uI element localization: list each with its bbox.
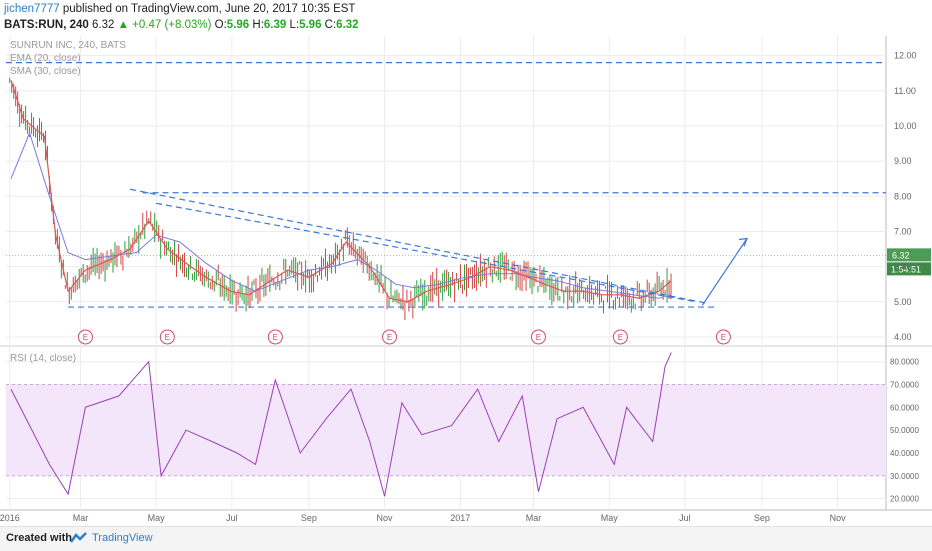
tradingview-link[interactable]: TradingView bbox=[92, 532, 153, 544]
footer-bar: Created with TradingView bbox=[0, 526, 932, 551]
price-tick-label: 5.00 bbox=[894, 297, 912, 307]
open-value: 5.96 bbox=[226, 19, 250, 31]
earnings-marker[interactable] bbox=[382, 329, 398, 345]
countdown-tag-label: 1:54:51 bbox=[891, 264, 921, 274]
earnings-marker[interactable] bbox=[159, 329, 175, 345]
time-tick-label: Jul bbox=[226, 513, 238, 523]
last-price-tag-label: 6.32 bbox=[892, 250, 910, 260]
price-tick-label: 10.00 bbox=[894, 121, 917, 131]
symbol-label: BATS:RUN, 240 bbox=[4, 19, 89, 31]
price-tick-label: 8.00 bbox=[894, 191, 912, 201]
trendline[interactable] bbox=[156, 202, 697, 303]
price-tick-label: 12.00 bbox=[894, 51, 917, 61]
price-pane-title: SUNRUN INC, 240, BATS bbox=[10, 40, 126, 51]
countdown-tag bbox=[887, 262, 931, 276]
earnings-marker-label: E bbox=[165, 333, 170, 342]
close-value: 6.32 bbox=[336, 19, 359, 31]
publish-line: jichen7777 published on TradingView.com,… bbox=[4, 1, 924, 17]
rsi-line bbox=[10, 352, 672, 497]
sma-legend: SMA (30, close) bbox=[10, 66, 81, 77]
rsi-pane-title: RSI (14, close) bbox=[10, 353, 76, 364]
time-tick-label: Nov bbox=[830, 513, 847, 523]
earnings-marker[interactable] bbox=[715, 329, 731, 345]
time-tick-label: May bbox=[148, 513, 166, 523]
earnings-marker-label: E bbox=[387, 333, 392, 342]
price-tick-label: 7.00 bbox=[894, 226, 912, 236]
rsi-tick-label: 40.0000 bbox=[890, 449, 919, 458]
time-tick-label: Sep bbox=[301, 513, 317, 523]
time-tick-label: 2017 bbox=[450, 513, 470, 523]
rsi-tick-label: 20.0000 bbox=[890, 495, 919, 504]
trendline[interactable] bbox=[701, 238, 748, 306]
rsi-tick-label: 70.0000 bbox=[890, 381, 919, 390]
author-link[interactable]: jichen7777 bbox=[4, 3, 60, 15]
time-tick-label: Nov bbox=[377, 513, 394, 523]
earnings-marker-label: E bbox=[618, 333, 623, 342]
rsi-tick-label: 30.0000 bbox=[890, 472, 919, 481]
last-price-tag bbox=[887, 248, 931, 262]
created-with-label: Created with bbox=[6, 532, 73, 544]
rsi-band bbox=[6, 384, 886, 476]
rsi-tick-label: 80.0000 bbox=[890, 358, 919, 367]
ema-legend: EMA (20, close) bbox=[10, 53, 81, 64]
earnings-marker-label: E bbox=[83, 333, 88, 342]
time-tick-label: May bbox=[601, 513, 619, 523]
earnings-marker-label: E bbox=[721, 333, 726, 342]
low-label: L: bbox=[289, 19, 300, 31]
earnings-marker-label: E bbox=[536, 333, 541, 342]
publish-info: published on TradingView.com, June 20, 2… bbox=[62, 3, 356, 15]
price-tick-label: 9.00 bbox=[894, 156, 912, 166]
chart-header: jichen7777 published on TradingView.com,… bbox=[4, 1, 924, 35]
arrow-head-icon bbox=[738, 237, 748, 247]
earnings-marker-label: E bbox=[273, 333, 278, 342]
time-tick-label: Jul bbox=[679, 513, 691, 523]
sma-line bbox=[10, 131, 672, 299]
earnings-marker[interactable] bbox=[267, 329, 283, 345]
time-tick-label: Mar bbox=[526, 513, 542, 523]
earnings-marker[interactable] bbox=[612, 329, 628, 345]
last-price: 6.32 bbox=[91, 19, 115, 31]
up-arrow-icon: ▲ bbox=[117, 19, 129, 31]
price-change: +0.47 (+8.03%) bbox=[132, 19, 212, 31]
time-tick-label: Sep bbox=[754, 513, 770, 523]
time-tick-label: 2016 bbox=[0, 513, 20, 523]
open-label: O: bbox=[214, 19, 227, 31]
rsi-tick-label: 60.0000 bbox=[890, 403, 919, 412]
ema-line bbox=[10, 80, 672, 303]
tradingview-logo-icon bbox=[70, 532, 87, 543]
price-tick-label: 4.00 bbox=[894, 332, 912, 342]
trendline[interactable] bbox=[130, 188, 709, 305]
low-value: 5.96 bbox=[299, 19, 322, 31]
close-label: C: bbox=[324, 19, 337, 31]
time-tick-label: Mar bbox=[73, 513, 89, 523]
price-tick-label: 11.00 bbox=[894, 86, 916, 96]
chart-canvas[interactable]: E E E E E E E 6.32 1:54:51 12.00 11.00 10.00 9.00 8.… bbox=[0, 36, 932, 526]
high-value: 6.39 bbox=[263, 19, 287, 31]
high-label: H: bbox=[252, 19, 264, 31]
earnings-marker[interactable] bbox=[530, 329, 546, 345]
rsi-tick-label: 50.0000 bbox=[890, 426, 919, 435]
earnings-marker[interactable] bbox=[77, 329, 93, 345]
price-tick-label: 6.00 bbox=[894, 262, 912, 272]
ohlc-line: BATS:RUN, 240 6.32 ▲ +0.47 (+8.03%) O:5.… bbox=[4, 17, 924, 33]
